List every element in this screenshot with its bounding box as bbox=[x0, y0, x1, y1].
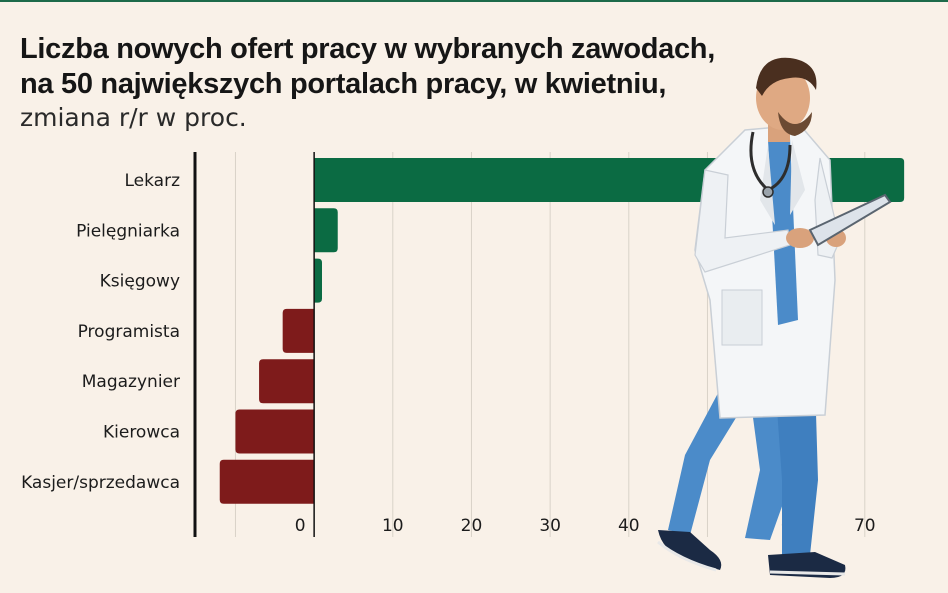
category-label: Kierowca bbox=[103, 423, 180, 443]
chart-subtitle: zmiana r/r w proc. bbox=[20, 103, 247, 132]
tick-label: 10 bbox=[382, 516, 404, 536]
category-label: Kasjer/sprzedawca bbox=[21, 473, 180, 493]
chart-title-line-2: na 50 największych portalach pracy, w kw… bbox=[20, 68, 667, 100]
bar-pielęgniarka bbox=[314, 208, 338, 253]
tick-label: 70 bbox=[854, 516, 876, 536]
bar-programista bbox=[282, 308, 315, 353]
tick-labels: 010203040670 bbox=[295, 516, 876, 536]
bar-kasjer-sprzedawca bbox=[219, 459, 315, 504]
doctor-walking-icon bbox=[657, 57, 892, 578]
category-label: Pielęgniarka bbox=[76, 221, 180, 241]
tick-label: 30 bbox=[539, 516, 561, 536]
tick-label: 20 bbox=[461, 516, 483, 536]
tick-label: 0 bbox=[295, 516, 306, 536]
category-label: Lekarz bbox=[124, 171, 180, 191]
bar-magazynier bbox=[259, 359, 315, 404]
chart-title-line-1: Liczba nowych ofert pracy w wybranych za… bbox=[20, 33, 715, 65]
top-rule bbox=[0, 0, 948, 2]
tick-label: 40 bbox=[618, 516, 640, 536]
category-labels: Lekarz Pielęgniarka Księgowy Programista Mag… bbox=[21, 171, 180, 493]
category-label: Księgowy bbox=[100, 272, 180, 292]
bar-księgowy bbox=[314, 258, 322, 303]
category-label: Programista bbox=[78, 322, 180, 342]
chart-header: Liczba nowych ofert pracy w wybranych za… bbox=[20, 32, 740, 134]
bar-kierowca bbox=[235, 409, 315, 454]
category-label: Magazynier bbox=[82, 372, 180, 392]
